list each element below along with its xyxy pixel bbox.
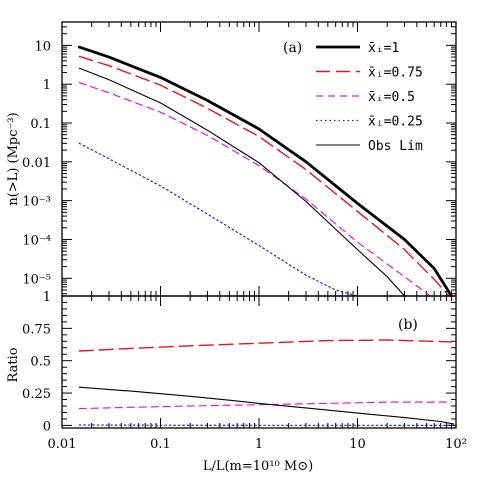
x-tick-label: 1 — [255, 437, 263, 452]
legend-label: x̄ᵢ=0.25 — [368, 115, 423, 130]
legend-label: x̄ᵢ=1 — [368, 41, 399, 56]
y-tick-label: 1 — [43, 78, 51, 93]
panel-a-y-axis-label: n(>L) (Mpc⁻³) — [6, 112, 21, 205]
legend-label: x̄ᵢ=0.75 — [368, 66, 423, 81]
panel-b-ticks — [61, 295, 457, 428]
panel-b-series — [78, 339, 455, 426]
y-tick-label: 0.01 — [22, 156, 51, 171]
panel-b-y-axis-label: Ratio — [6, 347, 21, 382]
x-tick-label: 0.1 — [150, 437, 171, 452]
y-tick-label: 10⁻³ — [22, 195, 51, 210]
series-line — [77, 45, 453, 298]
x-tick-label: 0.01 — [48, 437, 77, 452]
panel-a: 10 1 0.1 0.01 10⁻³ 10⁻⁴ 10⁻⁵ (a) n(>L) (Mpc⁻³)… — [6, 21, 457, 298]
x-tick-label: 10² — [445, 437, 467, 452]
y-tick-label: 1 — [43, 290, 51, 305]
y-tick-label: 0.1 — [30, 117, 51, 132]
series-line — [78, 55, 450, 297]
series-line — [78, 142, 359, 297]
y-tick-label: 0 — [43, 419, 51, 434]
panel-b-frame — [61, 295, 457, 429]
legend: x̄ᵢ=1 x̄ᵢ=0.75 x̄ᵢ=0.5 x̄ᵢ=0.25 Obs Lim — [316, 41, 423, 154]
y-tick-label: 0.5 — [30, 355, 51, 370]
y-tick-label: 10⁻⁵ — [22, 272, 51, 287]
series-line — [78, 81, 431, 297]
series-line — [78, 386, 455, 425]
x-axis-label: L/L(m=10¹⁰ M⊙) — [203, 459, 313, 474]
panel-b: 0.01 0.1 1 10 10² 1 0.75 0.5 0.25 0 (b) Ratio L/L… — [6, 290, 467, 474]
x-tick-label: 10 — [349, 437, 366, 452]
y-tick-label: 10⁻⁴ — [22, 233, 51, 248]
panel-a-series — [77, 45, 453, 298]
series-line — [78, 401, 453, 410]
y-tick-label: 0.25 — [22, 387, 51, 402]
panel-a-ticks — [61, 21, 457, 296]
panel-a-label: (a) — [283, 40, 302, 56]
panel-b-tick-labels: 0.01 0.1 1 10 10² 1 0.75 0.5 0.25 0 — [22, 290, 467, 452]
y-tick-label: 0.75 — [22, 322, 51, 337]
legend-label: Obs Lim — [368, 139, 423, 154]
panel-b-label: (b) — [398, 317, 418, 333]
series-line — [78, 67, 406, 297]
panel-a-tick-labels: 10 1 0.1 0.01 10⁻³ 10⁻⁴ 10⁻⁵ — [22, 39, 51, 287]
y-tick-label: 10 — [34, 39, 51, 54]
legend-label: x̄ᵢ=0.5 — [368, 90, 415, 105]
series-line — [78, 339, 453, 352]
